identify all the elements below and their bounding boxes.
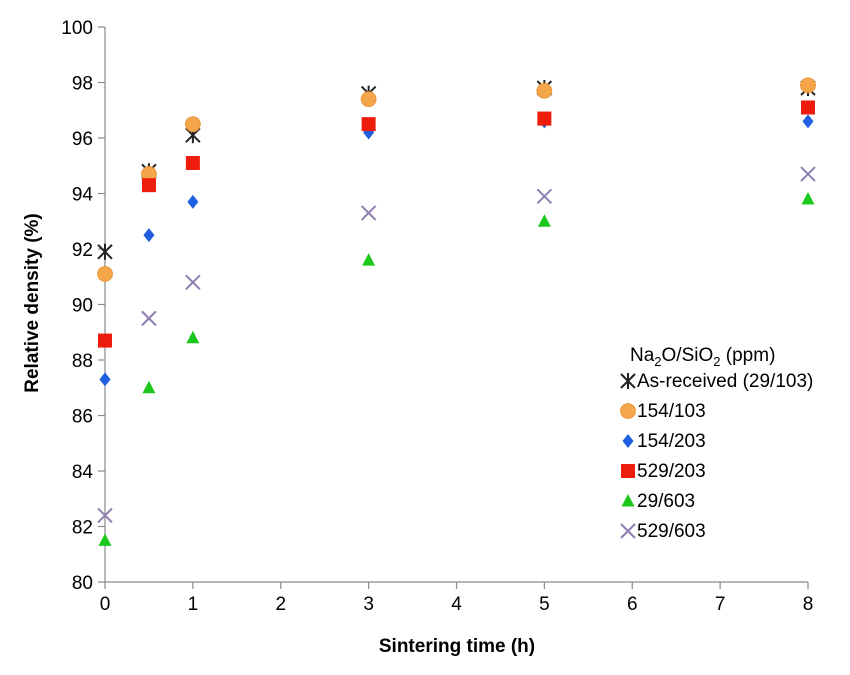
y-ticks: 80 82 84 86 88 90 92 94 96 98 100 <box>61 18 105 594</box>
data-point <box>800 166 816 182</box>
legend-label: 29/603 <box>637 491 695 512</box>
x-tick-label: 0 <box>100 594 111 615</box>
data-point <box>97 266 113 282</box>
legend-marker <box>621 464 635 478</box>
legend-marker <box>620 403 636 419</box>
legend-label: 154/203 <box>637 431 706 452</box>
x-axis-title: Sintering time (h) <box>379 636 535 657</box>
y-tick-label: 80 <box>72 573 93 594</box>
y-tick-label: 88 <box>72 351 93 372</box>
data-point <box>97 507 113 524</box>
data-point <box>536 188 553 204</box>
legend-title-post: (ppm) <box>721 345 776 366</box>
y-tick-label: 90 <box>72 296 93 317</box>
data-point <box>801 100 815 115</box>
y-tick-label: 84 <box>72 462 94 483</box>
legend-marker <box>620 523 636 539</box>
data-points <box>97 77 816 546</box>
x-tick-label: 3 <box>363 594 374 615</box>
data-point <box>537 214 551 227</box>
data-point <box>184 116 201 133</box>
data-point <box>360 91 377 108</box>
data-point <box>361 117 376 132</box>
legend-title-pre: Na <box>630 345 655 366</box>
y-tick-label: 96 <box>72 129 93 150</box>
x-tick-label: 4 <box>451 594 462 615</box>
x-tick-label: 6 <box>627 594 638 615</box>
legend-title-sub1: 2 <box>654 354 661 369</box>
data-point <box>186 330 200 344</box>
data-point <box>802 114 814 129</box>
data-point <box>185 155 200 170</box>
data-point <box>360 205 377 221</box>
data-point <box>800 77 816 94</box>
data-point <box>143 228 155 243</box>
legend-label: 529/603 <box>637 521 706 542</box>
x-tick-label: 7 <box>715 594 726 615</box>
data-point <box>536 82 553 99</box>
data-point <box>98 333 112 348</box>
series-5 <box>97 166 816 524</box>
legend-item: 529/203 <box>621 461 706 482</box>
legend-item: 154/103 <box>620 401 706 422</box>
x-tick-label: 8 <box>803 594 814 615</box>
legend-item: 154/203 <box>622 431 706 452</box>
legend: Na2O/SiO2 (ppm) As-received (29/103)154/… <box>620 345 813 542</box>
data-point <box>98 533 112 546</box>
y-tick-label: 100 <box>61 18 93 39</box>
data-point <box>142 380 156 394</box>
data-point <box>141 178 156 193</box>
legend-label: As-received (29/103) <box>637 371 813 392</box>
legend-items: As-received (29/103) 154/103 154/203 529/20… <box>620 371 813 542</box>
legend-item: As-received (29/103) <box>620 371 813 392</box>
series-3 <box>98 100 815 348</box>
legend-marker <box>620 373 636 389</box>
y-tick-label: 86 <box>72 407 93 428</box>
y-tick-label: 92 <box>72 240 93 261</box>
y-axis-title: Relative density (%) <box>22 213 43 393</box>
data-point <box>141 310 157 327</box>
x-tick-label: 1 <box>188 594 199 615</box>
series-4 <box>98 192 815 546</box>
axes <box>104 27 808 583</box>
legend-title-sub2: 2 <box>713 354 720 369</box>
data-point <box>97 243 113 260</box>
data-point <box>187 194 199 209</box>
series-1 <box>97 77 816 282</box>
legend-label: 154/103 <box>637 401 706 422</box>
legend-item: 29/603 <box>621 491 695 512</box>
data-point <box>99 372 111 387</box>
data-point <box>185 274 201 291</box>
series-0 <box>97 80 816 260</box>
y-tick-label: 94 <box>72 185 94 206</box>
legend-marker <box>621 494 635 507</box>
data-point <box>362 253 376 266</box>
x-ticks: 0 1 2 3 4 5 6 7 8 <box>100 582 814 615</box>
x-tick-label: 5 <box>539 594 550 615</box>
x-tick-label: 2 <box>275 594 286 615</box>
legend-item: 529/603 <box>620 521 706 542</box>
legend-marker <box>622 434 634 448</box>
y-tick-label: 98 <box>72 74 93 95</box>
legend-label: 529/203 <box>637 461 706 482</box>
data-point <box>801 192 815 205</box>
y-tick-label: 82 <box>72 518 93 539</box>
legend-title: Na2O/SiO2 (ppm) <box>630 345 775 369</box>
data-point <box>537 111 552 126</box>
legend-title-mid: O/SiO <box>662 345 714 366</box>
